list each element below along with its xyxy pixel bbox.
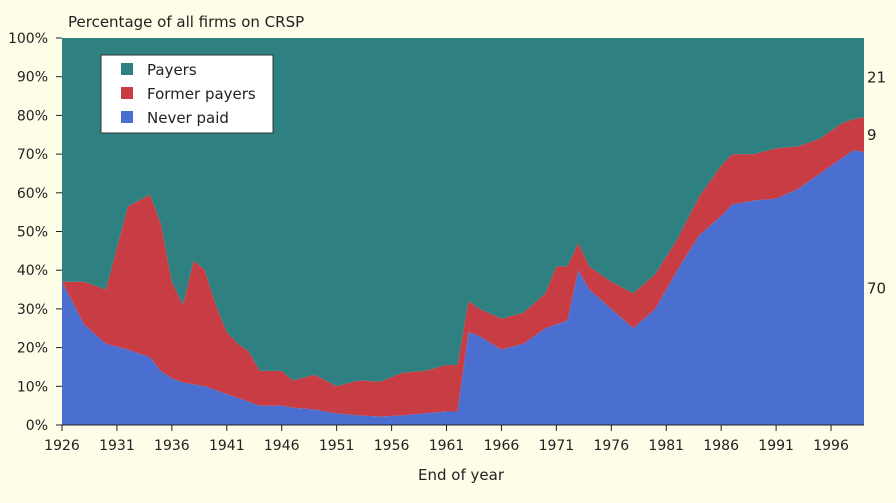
x-tick-label: 1981 [648,438,684,454]
x-tick-label: 1966 [484,438,520,454]
y-tick-label: 50% [17,225,48,241]
x-tick-label: 1926 [44,438,80,454]
y-tick-label: 0% [26,418,48,434]
y-axis-ticks: 0% 10% 20% 30% 40% 50% 60% 70% 80% 90% 100% [8,31,62,434]
y-tick-label: 30% [17,302,48,318]
legend-swatch [121,111,133,123]
area-former-payers [62,117,864,417]
y-tick-label: 20% [17,341,48,357]
y-tick-label: 10% [17,379,48,395]
y-tick-label: 40% [17,263,48,279]
x-tick-label: 1971 [539,438,575,454]
end-labels: 21 9 70 [867,69,886,298]
legend-label: Former payers [147,85,256,103]
legend: Payers Former payers Never paid [100,54,274,134]
x-tick-label: 1936 [154,438,190,454]
legend-swatch [121,87,133,99]
x-tick-label: 1951 [319,438,355,454]
end-value-label: 70 [867,280,886,298]
y-tick-label: 100% [8,31,48,47]
x-axis-label: End of year [418,466,505,484]
y-tick-label: 80% [17,108,48,124]
x-tick-label: 1956 [374,438,410,454]
legend-swatch [121,63,133,75]
x-tick-label: 1931 [99,438,135,454]
x-tick-label: 1991 [758,438,794,454]
x-tick-label: 1996 [813,438,849,454]
legend-label: Never paid [147,109,229,127]
x-tick-label: 1946 [264,438,300,454]
y-tick-label: 60% [17,186,48,202]
x-tick-label: 1976 [593,438,629,454]
legend-items: Payers Former payers Never paid [121,61,256,127]
x-tick-label: 1986 [703,438,739,454]
end-value-label: 9 [867,126,877,144]
x-tick-label: 1961 [429,438,465,454]
end-value-label: 21 [867,69,886,87]
x-tick-label: 1941 [209,438,245,454]
x-axis-ticks: 1926 1931 1936 1941 1946 1951 1956 1961 1966 1971… [44,425,849,454]
y-tick-label: 70% [17,147,48,163]
area-never-paid [62,150,864,426]
chart-title: Percentage of all firms on CRSP [68,13,304,31]
legend-label: Payers [147,61,197,79]
y-tick-label: 90% [17,70,48,86]
